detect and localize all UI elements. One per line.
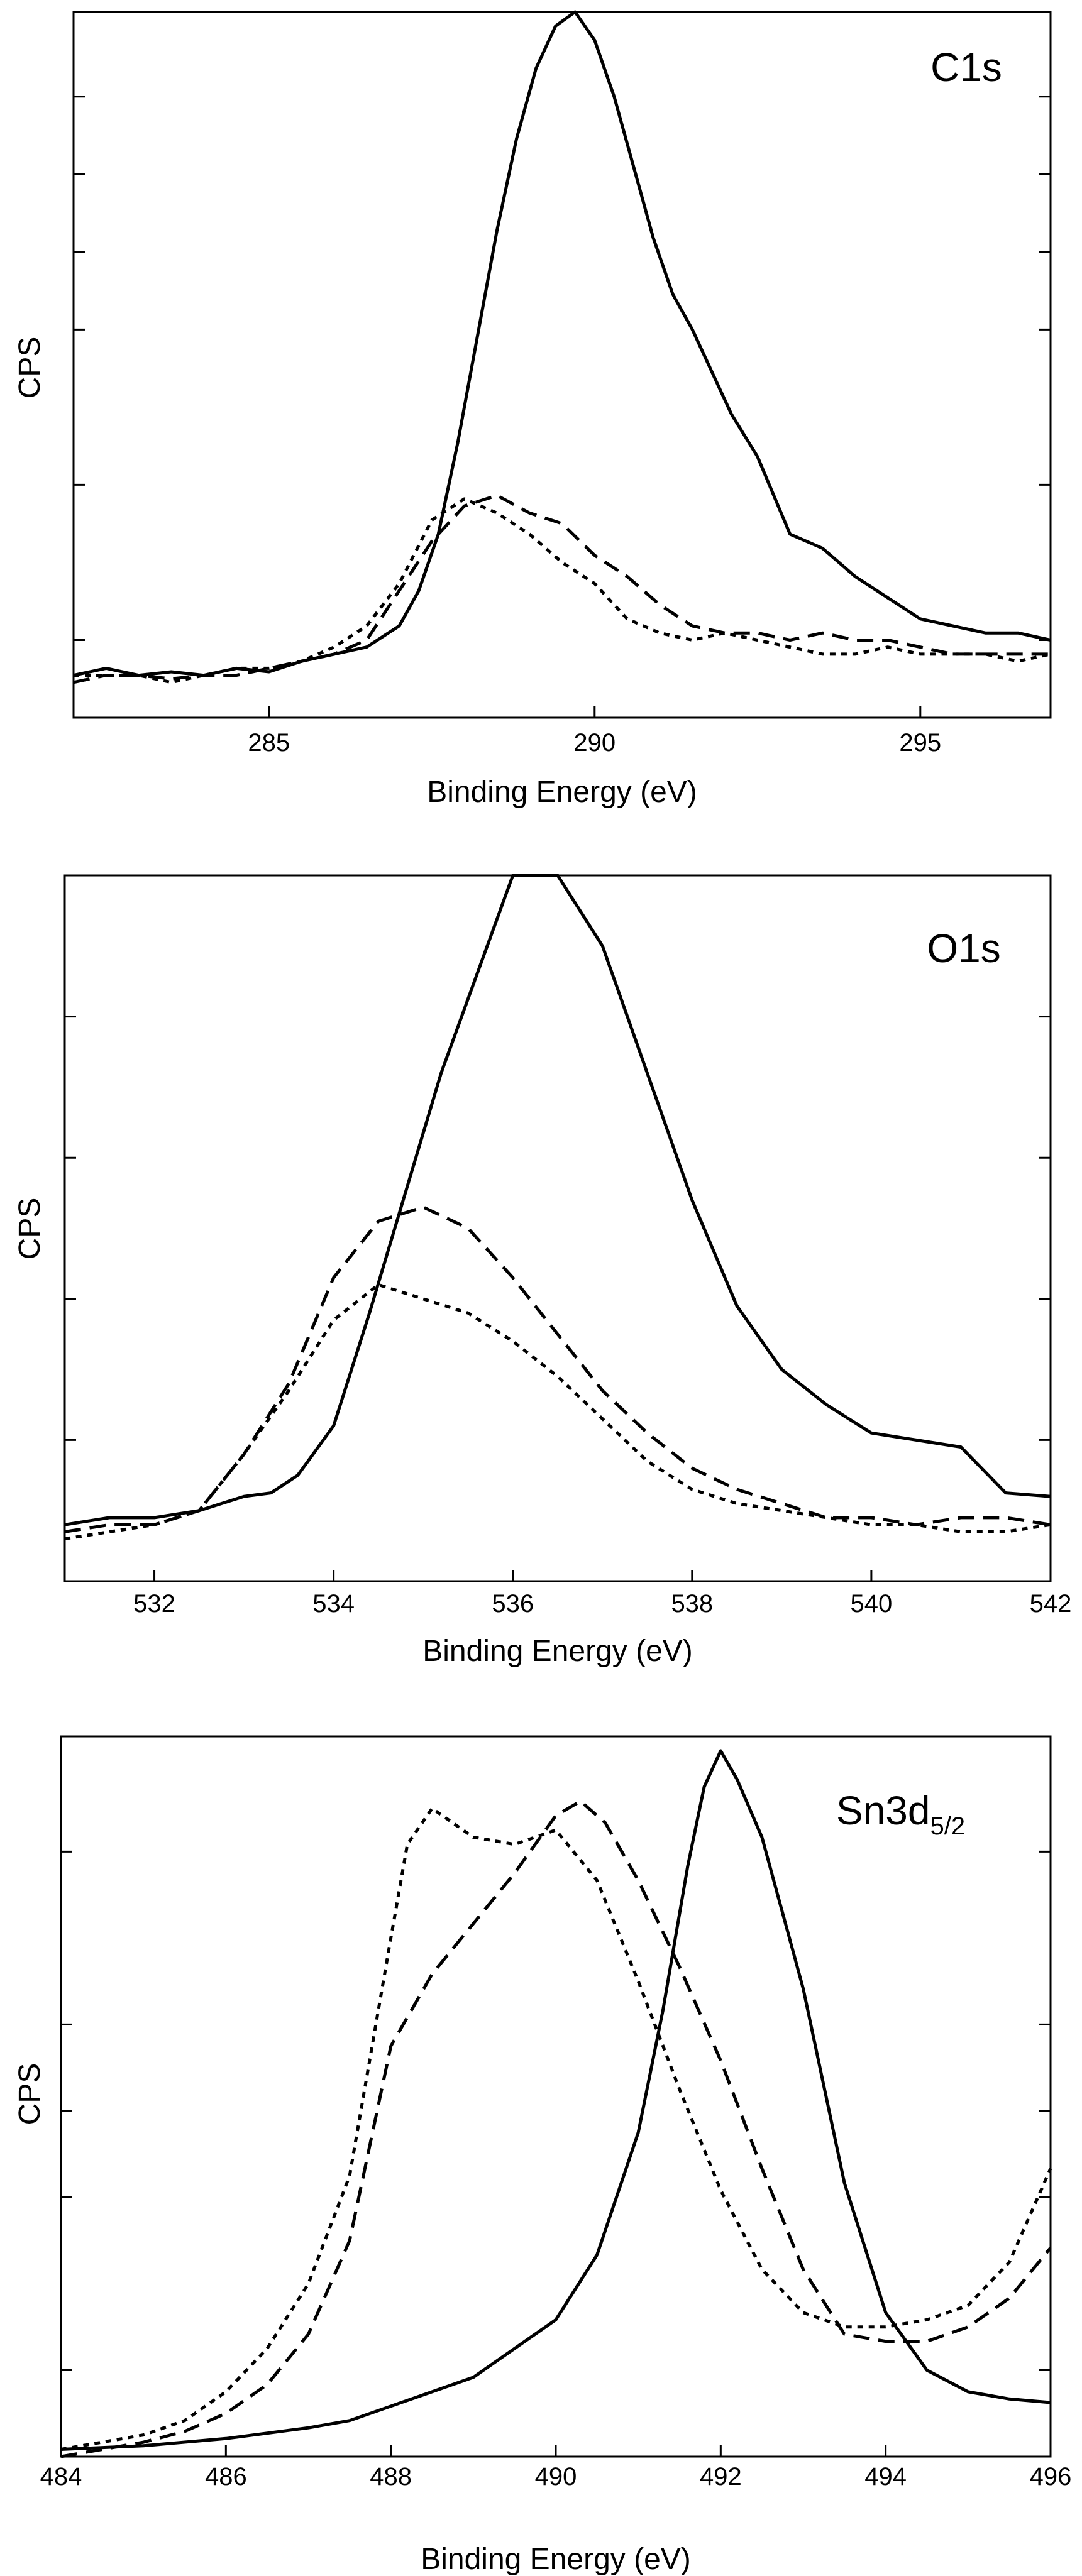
- c1s-dotted-series-line: [74, 497, 1051, 684]
- o1s-plot-area: 532 534 536 538 540 542 O1s: [63, 874, 1071, 1618]
- sn3d-tick-labels: 484 486 488 490 492 494 496: [40, 2463, 1072, 2491]
- c1s-plot-frame: [72, 11, 1052, 719]
- c1s-tick-labels: 285 290 295: [248, 729, 941, 757]
- panel-c1s: CPS 285 290 295 C1s Binding Energy (eV): [13, 10, 1052, 809]
- sn3d-dotted-series-line: [60, 1807, 1052, 2451]
- o1s-x-tick-label: 532: [133, 1590, 175, 1618]
- o1s-tick-labels: 532 534 536 538 540 542: [133, 1590, 1071, 1618]
- c1s-plot-area: 285 290 295 C1s: [72, 10, 1052, 757]
- sn3d-ticks: [60, 1850, 1052, 2457]
- c1s-dashed-series-line: [73, 493, 1051, 684]
- o1s-panel-title: O1s: [927, 926, 1000, 971]
- o1s-solid-series-line: [64, 874, 1051, 1526]
- o1s-ticks: [65, 1016, 1052, 1581]
- o1s-y-axis-label: CPS: [13, 1198, 47, 1260]
- sn3d-panel-title: Sn3d5/2: [836, 1788, 965, 1840]
- sn3d-y-axis-label: CPS: [13, 2063, 47, 2125]
- sn3d-x-axis-label: Binding Energy (eV): [421, 2543, 691, 2576]
- o1s-dashed-series-line: [64, 1205, 1051, 1533]
- sn3d-x-tick-label: 488: [370, 2463, 412, 2491]
- c1s-panel-title: C1s: [930, 45, 1002, 90]
- panel-o1s: CPS 532 534 536 538 540 542 O1s Binding Energ…: [13, 874, 1071, 1668]
- sn3d-dashed-series-line: [60, 1799, 1052, 2458]
- c1s-x-tick-label: 290: [573, 729, 616, 757]
- c1s-ticks: [74, 96, 1051, 718]
- panel-sn3d: CPS 484 486 488 490 492 494 496 Sn3d5/2 Bindin…: [13, 1735, 1072, 2576]
- c1s-x-tick-label: 285: [248, 729, 290, 757]
- sn3d-title-subscript: 5/2: [930, 1812, 965, 1840]
- o1s-x-tick-label: 534: [312, 1590, 355, 1618]
- o1s-x-tick-label: 542: [1030, 1590, 1072, 1618]
- o1s-x-tick-label: 536: [492, 1590, 534, 1618]
- o1s-x-tick-label: 538: [671, 1590, 713, 1618]
- o1s-dotted-series-line: [64, 1283, 1051, 1541]
- sn3d-title-main: Sn3d: [836, 1788, 930, 1833]
- sn3d-x-tick-label: 492: [700, 2463, 742, 2491]
- sn3d-plot-frame: [60, 1735, 1052, 2458]
- o1s-x-axis-label: Binding Energy (eV): [422, 1635, 693, 1668]
- c1s-series: [73, 10, 1051, 684]
- sn3d-x-tick-label: 490: [535, 2463, 577, 2491]
- c1s-y-axis-label: CPS: [13, 337, 47, 399]
- sn3d-x-tick-label: 484: [40, 2463, 82, 2491]
- c1s-solid-series-line: [73, 10, 1051, 677]
- c1s-x-axis-label: Binding Energy (eV): [427, 776, 697, 809]
- sn3d-x-tick-label: 496: [1030, 2463, 1072, 2491]
- c1s-x-tick-label: 295: [899, 729, 941, 757]
- o1s-series: [64, 874, 1051, 1541]
- sn3d-series: [60, 1749, 1052, 2458]
- o1s-plot-frame: [63, 874, 1052, 1582]
- o1s-x-tick-label: 540: [851, 1590, 893, 1618]
- sn3d-x-tick-label: 494: [864, 2463, 907, 2491]
- sn3d-plot-area: 484 486 488 490 492 494 496 Sn3d5/2: [40, 1735, 1072, 2491]
- sn3d-x-tick-label: 486: [205, 2463, 247, 2491]
- sn3d-solid-series-line: [60, 1749, 1051, 2451]
